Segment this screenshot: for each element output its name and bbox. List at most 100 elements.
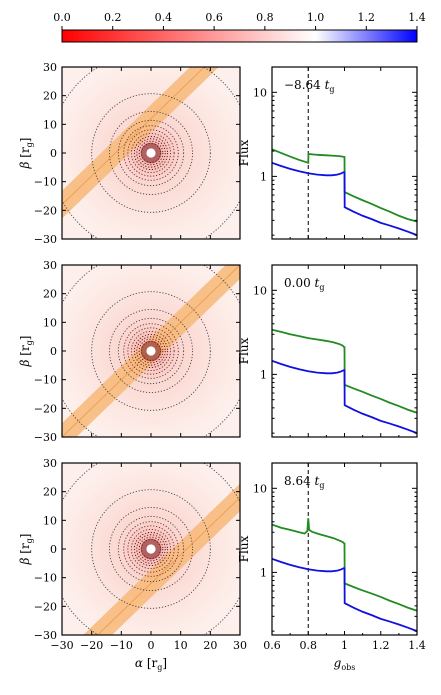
y-tick-label: −30 [34,233,57,246]
image-panel: −30 −20 −10 0 10 20 30 β [rg] [18,61,241,246]
contour-line [127,327,175,375]
x-tick-label: 0 [148,639,155,652]
contour-line [130,528,172,570]
green-flux-line [272,518,417,612]
colorbar-tick-label: 0.8 [256,11,274,24]
image-panel: −30 −20 −10 0 10 20 30 β [rg] [18,259,241,444]
contour-line [91,93,211,213]
y-axis-label: β [rg] [18,138,34,170]
colorbar-tick-label: 0.4 [155,11,173,24]
colorbar-tick-label: 0.0 [53,11,71,24]
y-axis-label: Flux [237,139,251,166]
x-tick-label: 0.6 [263,639,281,652]
contour-line [123,323,179,379]
contour-line [136,336,166,366]
image-content [62,463,240,635]
y-tick-label: 30 [43,457,57,470]
contour-line [91,291,211,411]
y-axis-label: Flux [237,535,251,562]
colorbar-tick-label: 1.0 [307,11,325,24]
contour-line [127,525,175,573]
y-axis-label: β [rg] [18,336,34,368]
colorbar-tick-label: 1.4 [408,11,426,24]
y-tick-label: 20 [43,90,57,103]
green-flux-line [272,148,417,223]
time-annotation: 8.64 tg [284,474,325,490]
y-tick-label: −10 [34,374,57,387]
contour-line [138,338,164,364]
colorbar-tick-label: 0.6 [205,11,223,24]
x-tick-label: −10 [110,639,133,652]
y-axis-label: β [rg] [18,534,34,566]
y-tick-label: 0 [50,147,57,160]
y-tick-label: 0 [50,543,57,556]
x-tick-label: 1 [341,639,348,652]
image-content [62,265,240,437]
spectrum-panel: 1 10 Flux −8.64 tg [237,66,418,240]
black-hole-shadow [146,148,156,158]
y-tick-label: 10 [253,482,267,495]
orange-band-center [62,67,206,206]
contour-line [136,138,166,168]
y-tick-label: 1 [260,170,267,183]
contour-line [117,119,185,187]
y-tick-label: −30 [34,629,57,642]
contour-line [138,536,164,562]
y-tick-label: −30 [34,431,57,444]
x-tick-label: 0.8 [300,639,318,652]
colorbar-tick-label: 0.2 [104,11,122,24]
contour-line [133,135,169,171]
contour-line [133,531,169,567]
contour-line [117,317,185,385]
spectrum-content [272,463,417,635]
y-tick-label: 30 [43,61,57,74]
contour-line [91,489,211,609]
colorbar-gradient [61,29,418,43]
y-tick-label: 1 [260,368,267,381]
contour-line [130,330,172,372]
x-tick-label: 30 [233,639,247,652]
contour-line [127,129,175,177]
contour-line [109,309,193,393]
spectrum-content [272,67,417,239]
contour-line [133,333,169,369]
colorbar: 0.0 0.2 0.4 0.6 0.8 1.0 1.2 1.4 [53,11,426,43]
y-tick-label: −10 [34,176,57,189]
x-tick-label: −30 [50,639,73,652]
blue-flux-line [272,557,417,632]
contour-line [136,534,166,564]
time-annotation: 0.00 tg [284,276,325,292]
spectrum-panel: 0.6 0.8 1 1.2 1.4 1 10 Flux 8.64 tg gobs [237,462,426,672]
spectrum-content [272,328,417,434]
y-tick-label: 10 [253,284,267,297]
x-axis-label: α [rg] [135,656,167,672]
y-tick-label: 10 [43,118,57,131]
contour-line [130,132,172,174]
colorbar-ticks: 0.0 0.2 0.4 0.6 0.8 1.0 1.2 1.4 [53,11,426,30]
y-tick-label: −20 [34,402,57,415]
y-tick-label: 10 [43,316,57,329]
x-tick-label: 10 [174,639,188,652]
spectrum-panel: 1 10 Flux 0.00 tg [237,264,418,438]
contour-line [138,140,164,166]
x-tick-label: 1.4 [408,639,426,652]
y-tick-label: −20 [34,600,57,613]
black-hole-shadow [146,544,156,554]
contour-line [109,111,193,195]
colorbar-tick-label: 1.2 [358,11,376,24]
y-tick-label: −20 [34,204,57,217]
x-tick-label: 20 [203,639,217,652]
y-tick-label: 20 [43,288,57,301]
y-tick-label: 20 [43,486,57,499]
x-tick-label: −20 [80,639,103,652]
black-hole-shadow [146,346,156,356]
contour-line [123,521,179,577]
blue-flux-line [272,359,417,434]
contour-line [109,507,193,591]
y-axis-label: Flux [237,337,251,364]
y-tick-label: 30 [43,259,57,272]
image-panel: −30−30 −20 −20 −10 −10 0 0 10 10 20 20 30 30 β [rg] α … [18,457,247,672]
y-tick-label: −10 [34,572,57,585]
